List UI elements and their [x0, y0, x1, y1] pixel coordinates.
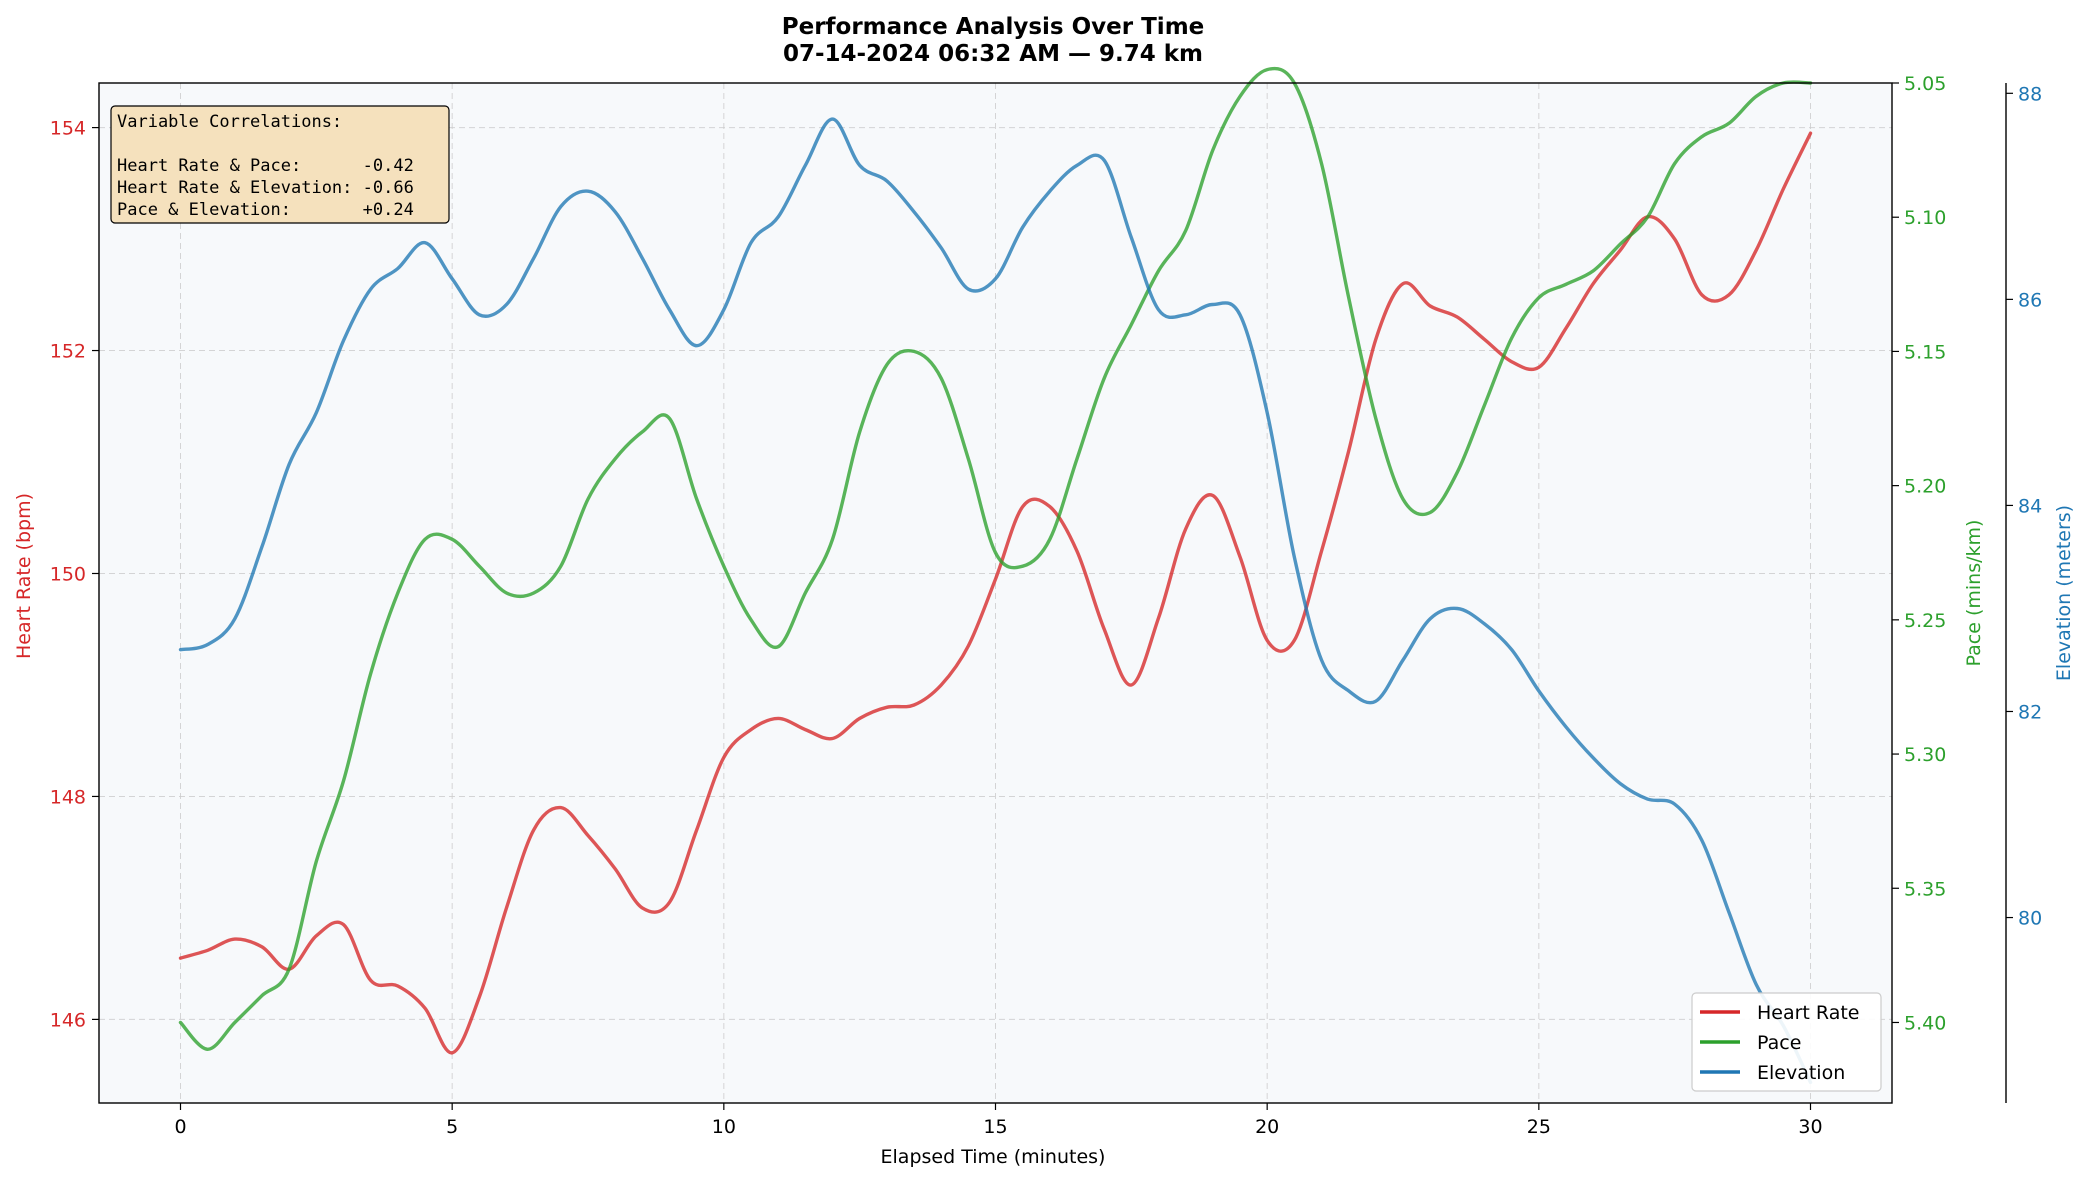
- x-axis: 0 5 10 15 20 25 30: [174, 1103, 1823, 1138]
- legend-label-pace: Pace: [1757, 1032, 1801, 1054]
- pace-axis: 5.05 5.10 5.15 5.20 5.25 5.30 5.35 5.40: [1892, 73, 1946, 1034]
- correlation-hr-pace: Heart Rate & Pace: -0.42: [117, 156, 414, 176]
- pace-tick-label: 5.25: [1904, 610, 1946, 632]
- elevation-axis-label: Elevation (meters): [2053, 505, 2075, 681]
- pace-tick-label: 5.40: [1904, 1012, 1946, 1034]
- correlation-annotation: Variable Correlations: Heart Rate & Pace…: [110, 105, 450, 224]
- x-tick-label: 10: [712, 1116, 736, 1138]
- x-tick-label: 0: [174, 1116, 186, 1138]
- pace-tick-label: 5.35: [1904, 878, 1946, 900]
- x-tick-label: 20: [1255, 1116, 1279, 1138]
- grid-lines: [99, 83, 1892, 1103]
- elevation-tick-label: 86: [2018, 289, 2042, 311]
- hr-tick-label: 154: [50, 118, 86, 140]
- x-tick-label: 15: [983, 1116, 1007, 1138]
- elevation-tick-label: 84: [2018, 495, 2042, 517]
- x-tick-label: 30: [1798, 1116, 1822, 1138]
- hr-tick-label: 152: [50, 341, 86, 363]
- x-tick-label: 25: [1527, 1116, 1551, 1138]
- pace-axis-label: Pace (mins/km): [1963, 520, 1985, 667]
- pace-tick-label: 5.30: [1904, 744, 1946, 766]
- pace-tick-label: 5.10: [1904, 207, 1946, 229]
- annotation-box: [110, 105, 450, 224]
- legend-label-elevation: Elevation: [1757, 1062, 1845, 1084]
- series-layer: [178, 66, 1813, 1085]
- hr-tick-label: 150: [50, 563, 86, 585]
- legend-label-heart-rate: Heart Rate: [1757, 1002, 1860, 1024]
- heart-rate-axis-label: Heart Rate (bpm): [13, 493, 35, 659]
- hr-tick-label: 148: [50, 786, 86, 808]
- x-axis-label: Elapsed Time (minutes): [881, 1146, 1106, 1168]
- heart-rate-line: [178, 131, 1813, 1055]
- elevation-line: [178, 117, 1813, 1085]
- legend: Heart Rate Pace Elevation: [1691, 992, 1882, 1092]
- pace-tick-label: 5.20: [1904, 476, 1946, 498]
- chart-subtitle: 07-14-2024 06:32 AM — 9.74 km: [783, 41, 1203, 67]
- pace-tick-label: 5.05: [1904, 73, 1946, 95]
- heart-rate-axis: 146 148 150 152 154: [50, 118, 99, 1031]
- hr-tick-label: 146: [50, 1009, 86, 1031]
- annotation-heading: Variable Correlations:: [117, 112, 342, 132]
- correlation-hr-elevation: Heart Rate & Elevation: -0.66: [117, 178, 414, 198]
- chart-title: Performance Analysis Over Time: [782, 14, 1205, 40]
- pace-tick-label: 5.15: [1904, 341, 1946, 363]
- elevation-tick-label: 80: [2018, 908, 2042, 930]
- correlation-pace-elevation: Pace & Elevation: +0.24: [117, 200, 414, 220]
- elevation-tick-label: 88: [2018, 83, 2042, 105]
- x-tick-label: 5: [446, 1116, 458, 1138]
- elevation-tick-label: 82: [2018, 701, 2042, 723]
- pace-line: [178, 66, 1813, 1051]
- elevation-axis: 80 82 84 86 88: [2005, 83, 2042, 1103]
- legend-box: [1691, 992, 1882, 1092]
